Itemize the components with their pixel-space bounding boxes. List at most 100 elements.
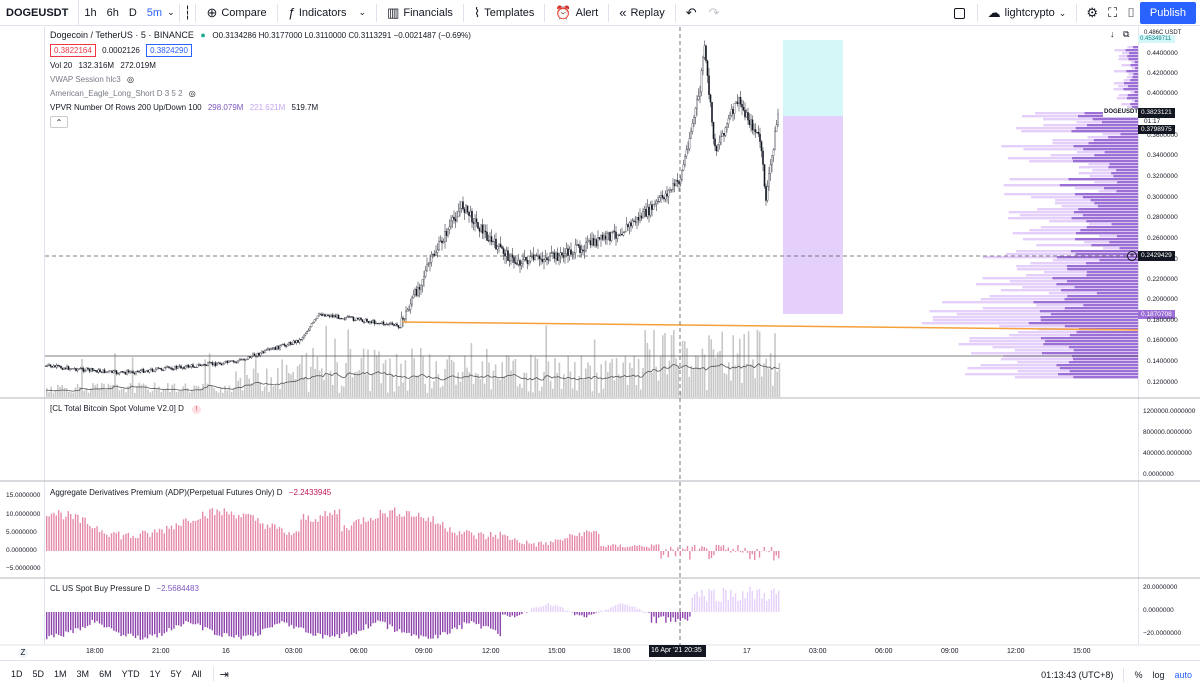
volume-bar (664, 333, 666, 397)
eye-off-icon[interactable]: ◎ (188, 89, 196, 98)
price-scale[interactable] (1138, 27, 1200, 645)
candle-body (301, 337, 304, 340)
candle-body (687, 148, 689, 150)
interval-6h[interactable]: 6h (106, 6, 119, 19)
candle-body (529, 256, 532, 262)
candle-body (441, 240, 443, 244)
range-3m[interactable]: 3M (76, 669, 90, 679)
candle-body (607, 232, 610, 234)
adp-bar (146, 532, 149, 551)
candle-body (480, 224, 482, 232)
volume-bar (376, 355, 378, 397)
vpvr-up-row (1130, 103, 1138, 106)
publish-button[interactable]: Publish (1139, 2, 1196, 24)
symbol-search[interactable]: DOGEUSDT (0, 0, 80, 26)
vpvr-down-row (989, 295, 1068, 298)
interval-1h[interactable]: 1h (84, 6, 97, 19)
volume-scale-label: 0.0000000 (1143, 471, 1174, 478)
candle-body (706, 60, 709, 76)
layout-checkbox[interactable] (953, 7, 965, 19)
range-all[interactable]: All (191, 669, 202, 679)
arrow-down-icon[interactable]: ↓ (1110, 29, 1115, 39)
vwap-legend[interactable]: VWAP Session hlc3 ◎ (50, 75, 134, 84)
adp-legend[interactable]: Aggregate Derivatives Premium (ADP)(Perp… (50, 488, 331, 497)
collapse-legend-button[interactable]: ⌃ (50, 116, 68, 128)
chevron-down-icon[interactable]: ⌄ (167, 7, 175, 17)
candle-body (438, 241, 440, 251)
range-5d[interactable]: 5D (32, 669, 45, 679)
range-ytd[interactable]: YTD (121, 669, 140, 679)
candle-body (402, 317, 404, 320)
candle-body (730, 109, 733, 116)
gear-icon[interactable]: ⚙ (1086, 5, 1098, 20)
vpvr-legend[interactable]: VPVR Number Of Rows 200 Up/Down 100 298.… (50, 103, 318, 112)
percent-toggle[interactable]: % (1134, 669, 1143, 680)
zoom-reset-button[interactable]: Z (18, 648, 28, 658)
cl-us-bar (547, 603, 549, 612)
cl-total-legend[interactable]: [CL Total Bitcoin Spot Volume V2.0] D ! (50, 404, 202, 414)
layout-menu[interactable]: ☁ lightcrypto ⌄ (982, 0, 1073, 26)
adp-bar (386, 517, 389, 551)
interval-d[interactable]: D (128, 6, 137, 19)
cl-us-bar (434, 612, 437, 635)
cl-us-bar (662, 612, 665, 617)
candle-body (681, 170, 683, 180)
volume-bar (305, 352, 308, 397)
vpvr-down-row (932, 319, 1041, 322)
redo-icon[interactable]: ↷ (708, 4, 720, 20)
cl-us-bar (96, 612, 98, 622)
long-position-stop-zone[interactable] (783, 116, 843, 314)
undo-icon[interactable]: ↶ (685, 4, 697, 20)
volume-bar (501, 362, 503, 397)
range-5y[interactable]: 5Y (170, 669, 182, 679)
volume-bar (215, 390, 217, 397)
divider (608, 3, 610, 22)
candle-body (231, 360, 233, 362)
volume-bar (442, 385, 444, 397)
auto-toggle[interactable]: auto (1174, 669, 1192, 680)
fullscreen-icon[interactable]: ⛶ (1108, 5, 1118, 20)
candle-body (220, 363, 223, 366)
symbol-legend[interactable]: Dogecoin / TetherUS · 5 · BINANCE ● O0.3… (50, 30, 471, 40)
indicators-button[interactable]: ƒ Indicators ⌄ (282, 0, 372, 26)
vpvr-up-row (1064, 298, 1138, 301)
vpvr-down-row (1049, 220, 1087, 223)
trend-line[interactable] (401, 321, 1139, 331)
clock[interactable]: 01:13:43 (UTC+8) (1041, 669, 1114, 680)
replay-button[interactable]: «Replay (613, 0, 670, 26)
american-eagle-legend[interactable]: American_Eagle_Long_Short D 3 5 2 ◎ (50, 89, 196, 98)
ask-price[interactable]: 0.3824290 (146, 44, 192, 57)
volume-legend[interactable]: Vol 20 132.316M 272.019M (50, 61, 156, 70)
interval-5m[interactable]: 5m (146, 6, 163, 19)
log-toggle[interactable]: log (1152, 669, 1165, 680)
long-position-target-zone[interactable] (783, 40, 843, 116)
volume-bar (582, 379, 585, 397)
cl-us-bar (624, 604, 626, 612)
cl-us-legend[interactable]: CL US Spot Buy Pressure D −2.5684483 (50, 584, 199, 593)
compare-button[interactable]: ⊕ Compare (200, 0, 272, 26)
go-to-date-icon[interactable]: ⇥ (219, 668, 229, 681)
candle-body (411, 297, 413, 305)
camera-icon[interactable]: ⌷ (1127, 5, 1135, 20)
adp-bar (648, 547, 650, 551)
range-6m[interactable]: 6M (99, 669, 112, 679)
candle-body (693, 117, 695, 124)
templates-button[interactable]: ⌇ Templates (468, 0, 541, 26)
candles-icon[interactable]: ┆ (183, 4, 192, 20)
bid-price[interactable]: 0.3822164 (50, 44, 96, 57)
warning-icon[interactable]: ! (192, 405, 202, 414)
crosshair-plus-icon[interactable]: + (1127, 251, 1137, 261)
candle-body (543, 259, 545, 262)
eye-off-icon[interactable]: ◎ (126, 75, 134, 84)
candle-body (159, 368, 161, 370)
price-marker-value: 0.3798975 (1141, 126, 1172, 133)
range-1y[interactable]: 1Y (149, 669, 161, 679)
cl-us-bar (367, 612, 369, 629)
range-1d[interactable]: 1D (11, 669, 23, 679)
maximize-icon[interactable]: ⧉ (1123, 29, 1130, 39)
range-1m[interactable]: 1M (54, 669, 67, 679)
financials-button[interactable]: ▥ Financials (381, 0, 459, 26)
vpvr-up-row (1108, 166, 1138, 169)
alert-button[interactable]: ⏰ Alert (549, 0, 604, 26)
